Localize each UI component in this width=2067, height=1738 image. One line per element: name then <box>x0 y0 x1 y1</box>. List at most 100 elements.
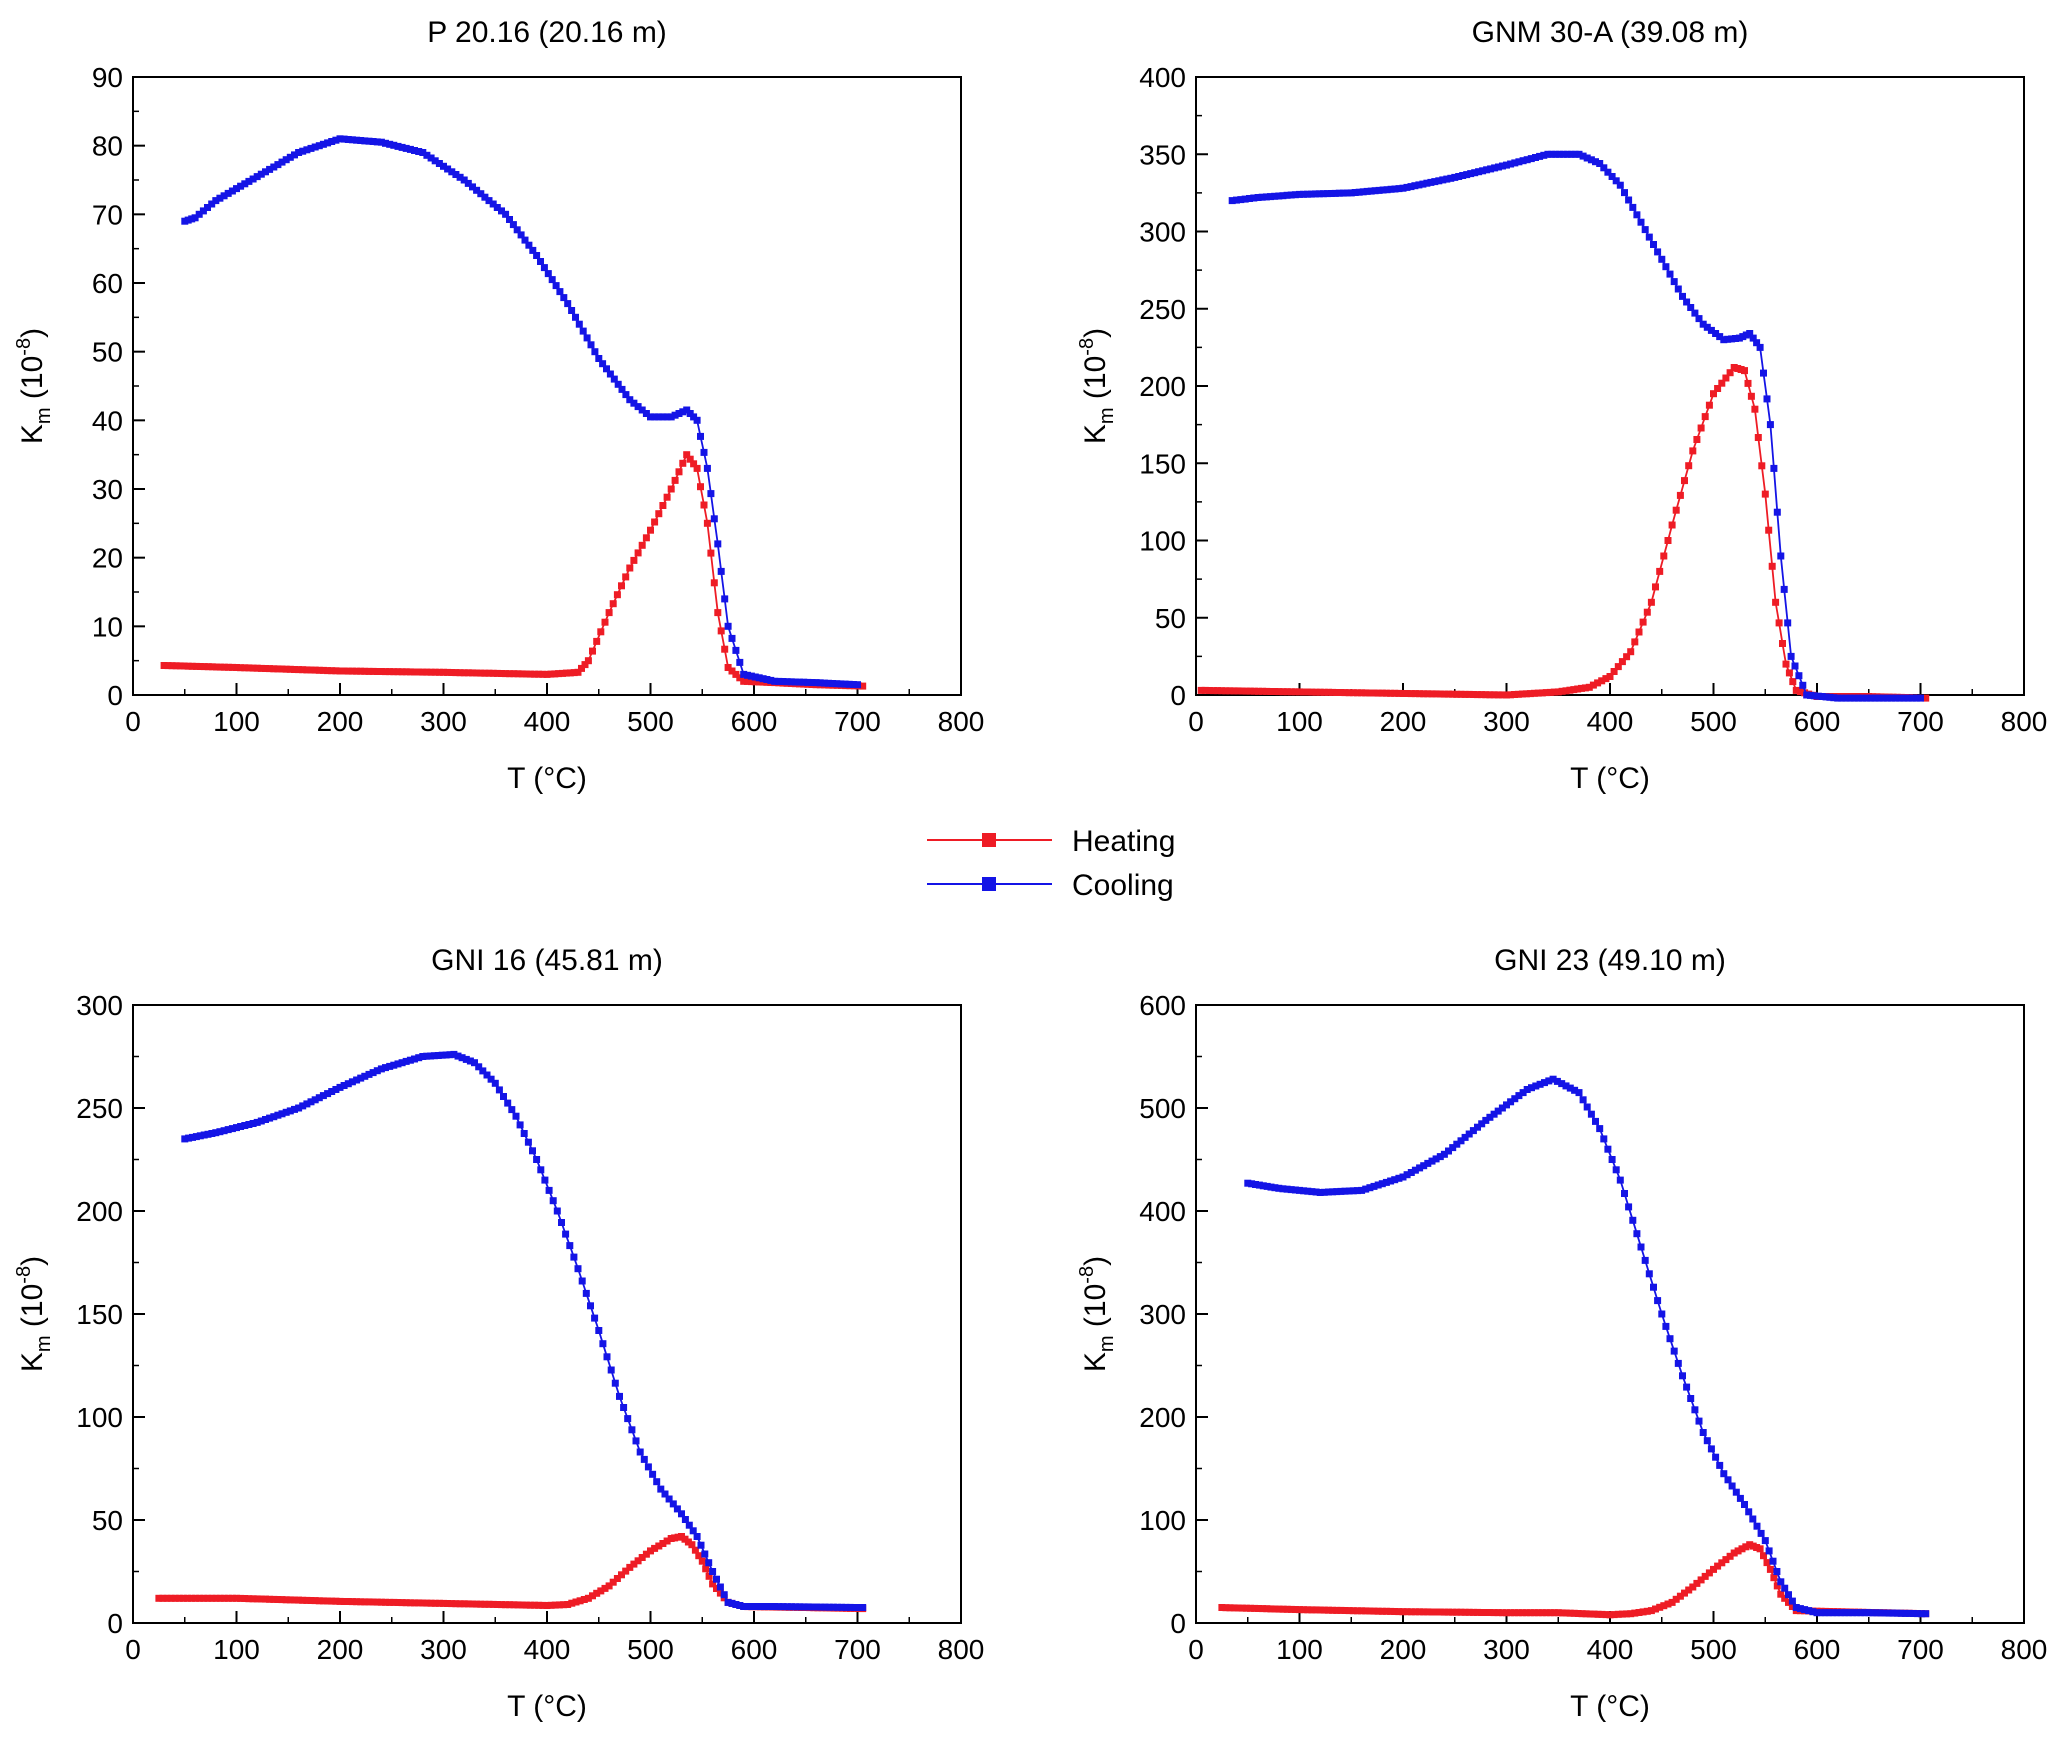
data-point <box>713 1575 720 1583</box>
data-point <box>411 1055 418 1063</box>
data-point <box>1436 690 1444 698</box>
data-point <box>1251 1604 1259 1612</box>
data-point <box>1756 343 1764 351</box>
data-point <box>1424 1159 1432 1167</box>
data-point <box>357 667 365 675</box>
data-point <box>1296 688 1303 696</box>
data-point <box>1540 151 1548 159</box>
data-point <box>601 1584 609 1592</box>
data-point <box>266 165 274 173</box>
data-point <box>444 668 452 676</box>
data-point <box>1575 150 1583 158</box>
data-point <box>1275 688 1283 696</box>
y-label-unit: (10 <box>1079 356 1112 408</box>
data-point <box>398 668 406 676</box>
data-point <box>533 1156 541 1163</box>
data-point <box>1716 333 1724 341</box>
data-point <box>489 200 497 208</box>
data-point <box>224 1594 232 1602</box>
data-point <box>1522 1609 1530 1617</box>
data-point <box>759 675 767 683</box>
data-point <box>1691 309 1699 317</box>
data-point <box>1749 334 1757 342</box>
data-point <box>1679 292 1686 300</box>
x-tick-label: 0 <box>125 706 141 737</box>
data-point <box>257 1595 265 1603</box>
data-point <box>705 1572 713 1580</box>
data-point <box>291 151 298 159</box>
data-point <box>1724 1476 1732 1484</box>
data-point <box>340 135 348 143</box>
data-point <box>1558 1609 1566 1617</box>
data-point <box>481 193 489 201</box>
data-point <box>622 391 630 399</box>
data-point <box>212 197 220 205</box>
data-point <box>521 236 529 244</box>
data-point <box>1246 687 1254 695</box>
data-point <box>597 628 605 636</box>
data-point <box>1411 1608 1419 1616</box>
x-tick-label: 800 <box>2001 1634 2048 1665</box>
data-point <box>1283 1605 1291 1613</box>
data-point <box>1475 168 1483 176</box>
data-point <box>1594 1610 1602 1618</box>
data-point <box>1403 1608 1411 1616</box>
data-point <box>686 455 694 463</box>
data-point <box>1610 668 1618 675</box>
data-point <box>348 136 356 144</box>
series-markers-cooling <box>1228 150 1924 702</box>
data-point <box>535 1601 543 1609</box>
data-point <box>332 136 340 144</box>
data-point <box>1768 562 1776 570</box>
data-point <box>1683 298 1691 306</box>
data-point <box>1712 1453 1720 1461</box>
data-point <box>249 664 257 672</box>
data-point <box>678 1510 685 1518</box>
data-point <box>282 1596 290 1604</box>
data-point <box>1587 156 1595 164</box>
data-point <box>1312 688 1320 696</box>
data-point <box>1670 1347 1678 1355</box>
data-point <box>1654 1297 1662 1305</box>
data-point <box>1316 688 1324 696</box>
y-tick-label: 10 <box>92 611 123 642</box>
data-point <box>1296 190 1303 198</box>
x-axis-ticks: 0 100 200 300 400 500 600 700 800 <box>1188 1611 2047 1665</box>
data-point <box>1503 1101 1510 1109</box>
x-tick-label: 500 <box>1690 706 1737 737</box>
data-point <box>529 1147 536 1155</box>
data-point <box>1325 688 1332 696</box>
data-point <box>1536 1080 1544 1088</box>
chart-panel-gnm30a: GNM 30-A (39.08 m) 0 100 200 300 400 500 600 70… <box>1076 16 2047 795</box>
data-point <box>1320 1188 1328 1196</box>
data-point <box>560 1601 568 1609</box>
data-point <box>1637 218 1645 226</box>
data-point <box>1766 421 1774 429</box>
data-point <box>502 210 510 218</box>
data-point <box>390 1061 398 1069</box>
data-point <box>1736 1494 1744 1502</box>
data-point <box>377 668 385 675</box>
data-point <box>220 663 228 671</box>
data-point <box>603 1353 611 1361</box>
data-point <box>642 534 650 542</box>
data-point <box>1407 183 1415 191</box>
data-point <box>1772 598 1780 606</box>
data-point <box>693 464 701 472</box>
data-point <box>1566 686 1574 694</box>
data-point <box>825 679 832 687</box>
data-point <box>1248 1180 1256 1188</box>
data-point <box>1263 1605 1271 1613</box>
series-markers-heating <box>1197 364 1930 702</box>
data-point <box>736 674 744 682</box>
data-point <box>1503 691 1510 699</box>
data-point <box>693 416 701 424</box>
data-point <box>475 1063 483 1071</box>
data-point <box>1734 1547 1742 1555</box>
data-point <box>344 1598 352 1605</box>
y-tick-label: 60 <box>92 268 123 299</box>
data-point <box>574 668 582 676</box>
data-point <box>1287 1605 1295 1613</box>
chart-title: P 20.16 (20.16 m) <box>427 16 667 49</box>
data-point <box>344 1080 352 1088</box>
